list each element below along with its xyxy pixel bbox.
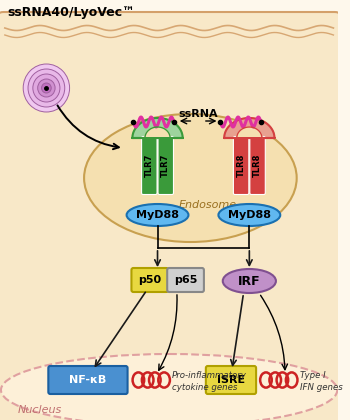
FancyBboxPatch shape (167, 268, 204, 292)
Ellipse shape (218, 204, 280, 226)
Text: IRF: IRF (238, 275, 261, 288)
Text: MyD88: MyD88 (136, 210, 179, 220)
Polygon shape (145, 127, 170, 138)
FancyBboxPatch shape (142, 136, 157, 194)
FancyBboxPatch shape (132, 268, 168, 292)
Text: TLR8: TLR8 (253, 154, 262, 177)
FancyBboxPatch shape (206, 366, 256, 394)
Circle shape (28, 69, 65, 107)
Text: TLR8: TLR8 (237, 154, 246, 177)
Circle shape (23, 64, 70, 112)
Text: ISRE: ISRE (217, 375, 245, 385)
Text: ssRNA40/LyoVec™: ssRNA40/LyoVec™ (8, 5, 135, 18)
Text: TLR7: TLR7 (161, 154, 170, 177)
Text: TLR7: TLR7 (145, 154, 154, 177)
Text: Type I: Type I (300, 370, 325, 380)
Text: Nucleus: Nucleus (18, 405, 62, 415)
Ellipse shape (223, 269, 276, 293)
Text: ssRNA: ssRNA (178, 109, 218, 119)
Circle shape (33, 74, 60, 102)
Polygon shape (224, 118, 274, 138)
Polygon shape (237, 127, 262, 138)
FancyBboxPatch shape (250, 136, 265, 194)
FancyBboxPatch shape (48, 366, 127, 394)
Text: MyD88: MyD88 (228, 210, 271, 220)
Circle shape (42, 83, 51, 93)
Circle shape (38, 79, 55, 97)
FancyBboxPatch shape (158, 136, 174, 194)
Text: NF-κB: NF-κB (69, 375, 106, 385)
Polygon shape (132, 118, 183, 138)
Text: Endosome: Endosome (179, 200, 237, 210)
Ellipse shape (84, 114, 297, 242)
Text: p65: p65 (174, 275, 197, 285)
Text: IFN genes: IFN genes (300, 383, 342, 391)
FancyBboxPatch shape (233, 136, 249, 194)
Text: Pro-inflammatory: Pro-inflammatory (172, 370, 247, 380)
Ellipse shape (1, 354, 337, 420)
Text: p50: p50 (138, 275, 161, 285)
FancyBboxPatch shape (0, 12, 344, 420)
Text: cytokine genes: cytokine genes (172, 383, 237, 391)
Ellipse shape (127, 204, 188, 226)
